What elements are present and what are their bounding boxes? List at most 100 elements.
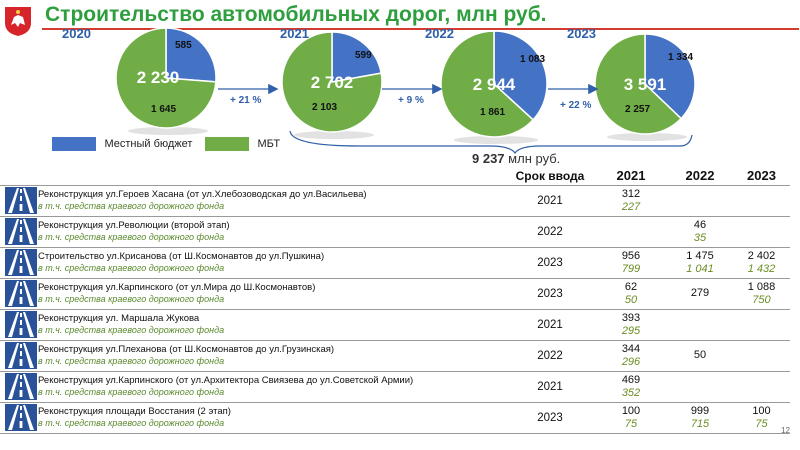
pie-shadow xyxy=(294,131,374,139)
value-2021: 344 xyxy=(621,342,641,355)
total-brace xyxy=(289,130,693,155)
fund-value-2021: 296 xyxy=(621,355,641,368)
growth-label-2: + 9 % xyxy=(398,95,424,106)
table-row: Реконструкция ул.Героев Хасана (от ул.Хл… xyxy=(0,185,790,216)
table-header: Срок ввода 2021 2022 2023 xyxy=(0,167,790,185)
pie-slice-mbt-2023 xyxy=(594,33,683,135)
road-icon xyxy=(5,373,37,400)
value-2022: 1 475 xyxy=(686,249,714,262)
pie-total-label: 2 230 xyxy=(137,68,180,87)
project-name: Реконструкция ул.Революции (второй этап) xyxy=(38,220,230,231)
coat-of-arms-logo xyxy=(5,7,31,36)
slice-label: 1 083 xyxy=(520,54,545,65)
page-number: 12 xyxy=(781,426,790,435)
project-name: Строительство ул.Крисанова (от Ш.Космона… xyxy=(38,251,325,262)
project-cell: Реконструкция ул.Карпинского (от ул.Мира… xyxy=(38,278,505,309)
pie-shadow xyxy=(128,127,208,135)
fund-value-2022: 1 041 xyxy=(686,262,714,275)
pie-shadow xyxy=(453,136,539,144)
cell-2021: 100 75 xyxy=(595,402,667,433)
slice-label: 2 257 xyxy=(625,104,650,115)
growth-label-1: + 21 % xyxy=(230,95,262,106)
project-name: Реконструкция площади Восстания (2 этап) xyxy=(38,406,231,417)
cell-2021: 469 352 xyxy=(595,371,667,402)
term-cell: 2023 xyxy=(537,287,563,300)
project-cell: Реконструкция ул. Маршала Жукова в т.ч. с… xyxy=(38,309,505,340)
pie-slice-local-2022 xyxy=(493,30,548,121)
fund-note: в т.ч. средства краевого дорожного фонда xyxy=(38,387,225,397)
cell-2021: 956 799 xyxy=(595,247,667,278)
value-2021: 393 xyxy=(621,311,641,324)
legend-mbt: МБТ xyxy=(205,135,280,153)
slice-label: 2 103 xyxy=(312,102,337,113)
term-cell: 2021 xyxy=(537,380,563,393)
projects-table: Срок ввода 2021 2022 2023 Реконструкция … xyxy=(0,167,790,434)
table-row: Строительство ул.Крисанова (от Ш.Космона… xyxy=(0,247,790,278)
fund-value-2021: 227 xyxy=(621,200,641,213)
fund-note: в т.ч. средства краевого дорожного фонда xyxy=(38,201,225,211)
cell-2022: 50 xyxy=(667,340,733,371)
project-name: Реконструкция ул.Карпинского (от ул.Архи… xyxy=(38,375,414,386)
value-2022: 50 xyxy=(693,349,707,361)
cell-2023 xyxy=(733,371,790,402)
term-cell: 2022 xyxy=(537,225,563,238)
project-name: Реконструкция ул.Карпинского (от ул.Мира… xyxy=(38,282,316,293)
cell-2022 xyxy=(667,185,733,216)
value-2022: 999 xyxy=(690,404,710,417)
legend-swatch-mbt xyxy=(205,136,249,151)
fund-note: в т.ч. средства краевого дорожного фонда xyxy=(38,325,225,335)
cell-2022: 279 xyxy=(667,278,733,309)
fund-value-2022: 715 xyxy=(690,417,710,430)
term-cell: 2022 xyxy=(537,349,563,362)
table-row: Реконструкция ул. Маршала Жукова в т.ч. с… xyxy=(0,309,790,340)
road-icon xyxy=(5,311,37,338)
term-cell: 2021 xyxy=(537,194,563,207)
slice-label: 1 334 xyxy=(668,52,693,63)
term-cell: 2021 xyxy=(537,318,563,331)
road-icon xyxy=(5,404,37,431)
fund-note: в т.ч. средства краевого дорожного фонда xyxy=(38,263,225,273)
value-2022: 279 xyxy=(690,287,710,299)
legend-label-mbt: МБТ xyxy=(257,137,281,150)
fund-value-2021: 799 xyxy=(621,262,641,275)
cell-2023 xyxy=(733,216,790,247)
pie-shadow xyxy=(607,133,687,141)
table-row: Реконструкция ул.Революции (второй этап)… xyxy=(0,216,790,247)
slice-label: 1 861 xyxy=(480,107,505,118)
cell-2022: 1 475 1 041 xyxy=(667,247,733,278)
cell-2022 xyxy=(667,371,733,402)
value-2023: 2 402 xyxy=(747,249,776,262)
page-title: Строительство автомобильных дорог, млн р… xyxy=(45,3,547,26)
pie-slice-mbt-2022 xyxy=(440,30,535,138)
cell-2021: 393 295 xyxy=(595,309,667,340)
total-unit: млн руб. xyxy=(508,151,561,166)
cell-2023 xyxy=(733,309,790,340)
fund-value-2023: 1 432 xyxy=(747,262,776,275)
fund-value-2022: 35 xyxy=(693,231,707,244)
fund-value-2023: 75 xyxy=(755,417,768,430)
legend-label-local: Местный бюджет xyxy=(104,137,193,150)
year-label: 2021 xyxy=(280,26,309,41)
table-row: Реконструкция площади Восстания (2 этап)… xyxy=(0,402,790,433)
road-icon xyxy=(5,280,37,307)
value-2021: 312 xyxy=(621,187,641,200)
value-2023: 100 xyxy=(752,404,771,417)
project-name: Реконструкция ул.Плеханова (от Ш.Космона… xyxy=(38,344,335,355)
cell-2021 xyxy=(595,216,667,247)
project-cell: Реконструкция площади Восстания (2 этап)… xyxy=(38,402,505,433)
project-name: Реконструкция ул. Маршала Жукова xyxy=(38,313,200,324)
value-2021: 62 xyxy=(624,280,638,293)
cell-2023 xyxy=(733,185,790,216)
table-row: Реконструкция ул.Карпинского (от ул.Мира… xyxy=(0,278,790,309)
project-cell: Реконструкция ул.Революции (второй этап)… xyxy=(38,216,505,247)
slice-label: 585 xyxy=(175,40,192,51)
title-underline xyxy=(42,28,799,30)
cell-2023 xyxy=(733,340,790,371)
pie-charts: 585 1 645 2 230 2020 599 2 103 2 702 2021 1 083 1… xyxy=(62,26,696,155)
cell-2021: 344 296 xyxy=(595,340,667,371)
pie-slice-local-2023 xyxy=(644,33,696,120)
legend-swatch-local xyxy=(52,136,96,151)
fund-note: в т.ч. средства краевого дорожного фонда xyxy=(38,418,225,428)
value-2022: 46 xyxy=(693,218,707,231)
header-term: Срок ввода xyxy=(515,168,585,183)
